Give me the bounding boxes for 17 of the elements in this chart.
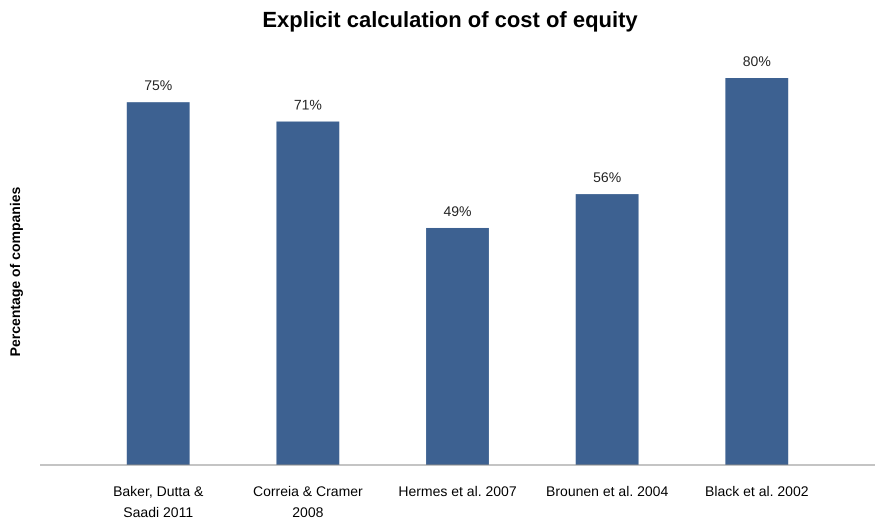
- x-tick-label: Correia & Cramer 2008: [253, 483, 364, 520]
- x-tick-label: Brounen et al. 2004: [546, 483, 668, 499]
- x-tick-label: Black et al. 2002: [705, 483, 809, 499]
- y-axis-title: Percentage of companies: [7, 186, 23, 356]
- data-label: 80%: [742, 53, 771, 69]
- data-label: 56%: [593, 169, 622, 186]
- bar: [426, 228, 489, 465]
- bar: [276, 122, 340, 465]
- data-label: 75%: [144, 77, 172, 94]
- bar: [126, 102, 190, 465]
- x-tick-label: Hermes et al. 2007: [398, 483, 517, 499]
- bar: [725, 78, 788, 465]
- data-label: 71%: [294, 96, 322, 113]
- chart-title: Explicit calculation of cost of equity: [262, 7, 638, 32]
- bar: [576, 194, 639, 465]
- data-label: 49%: [443, 202, 472, 219]
- x-tick-label: Baker, Dutta & Saadi 2011: [113, 483, 204, 520]
